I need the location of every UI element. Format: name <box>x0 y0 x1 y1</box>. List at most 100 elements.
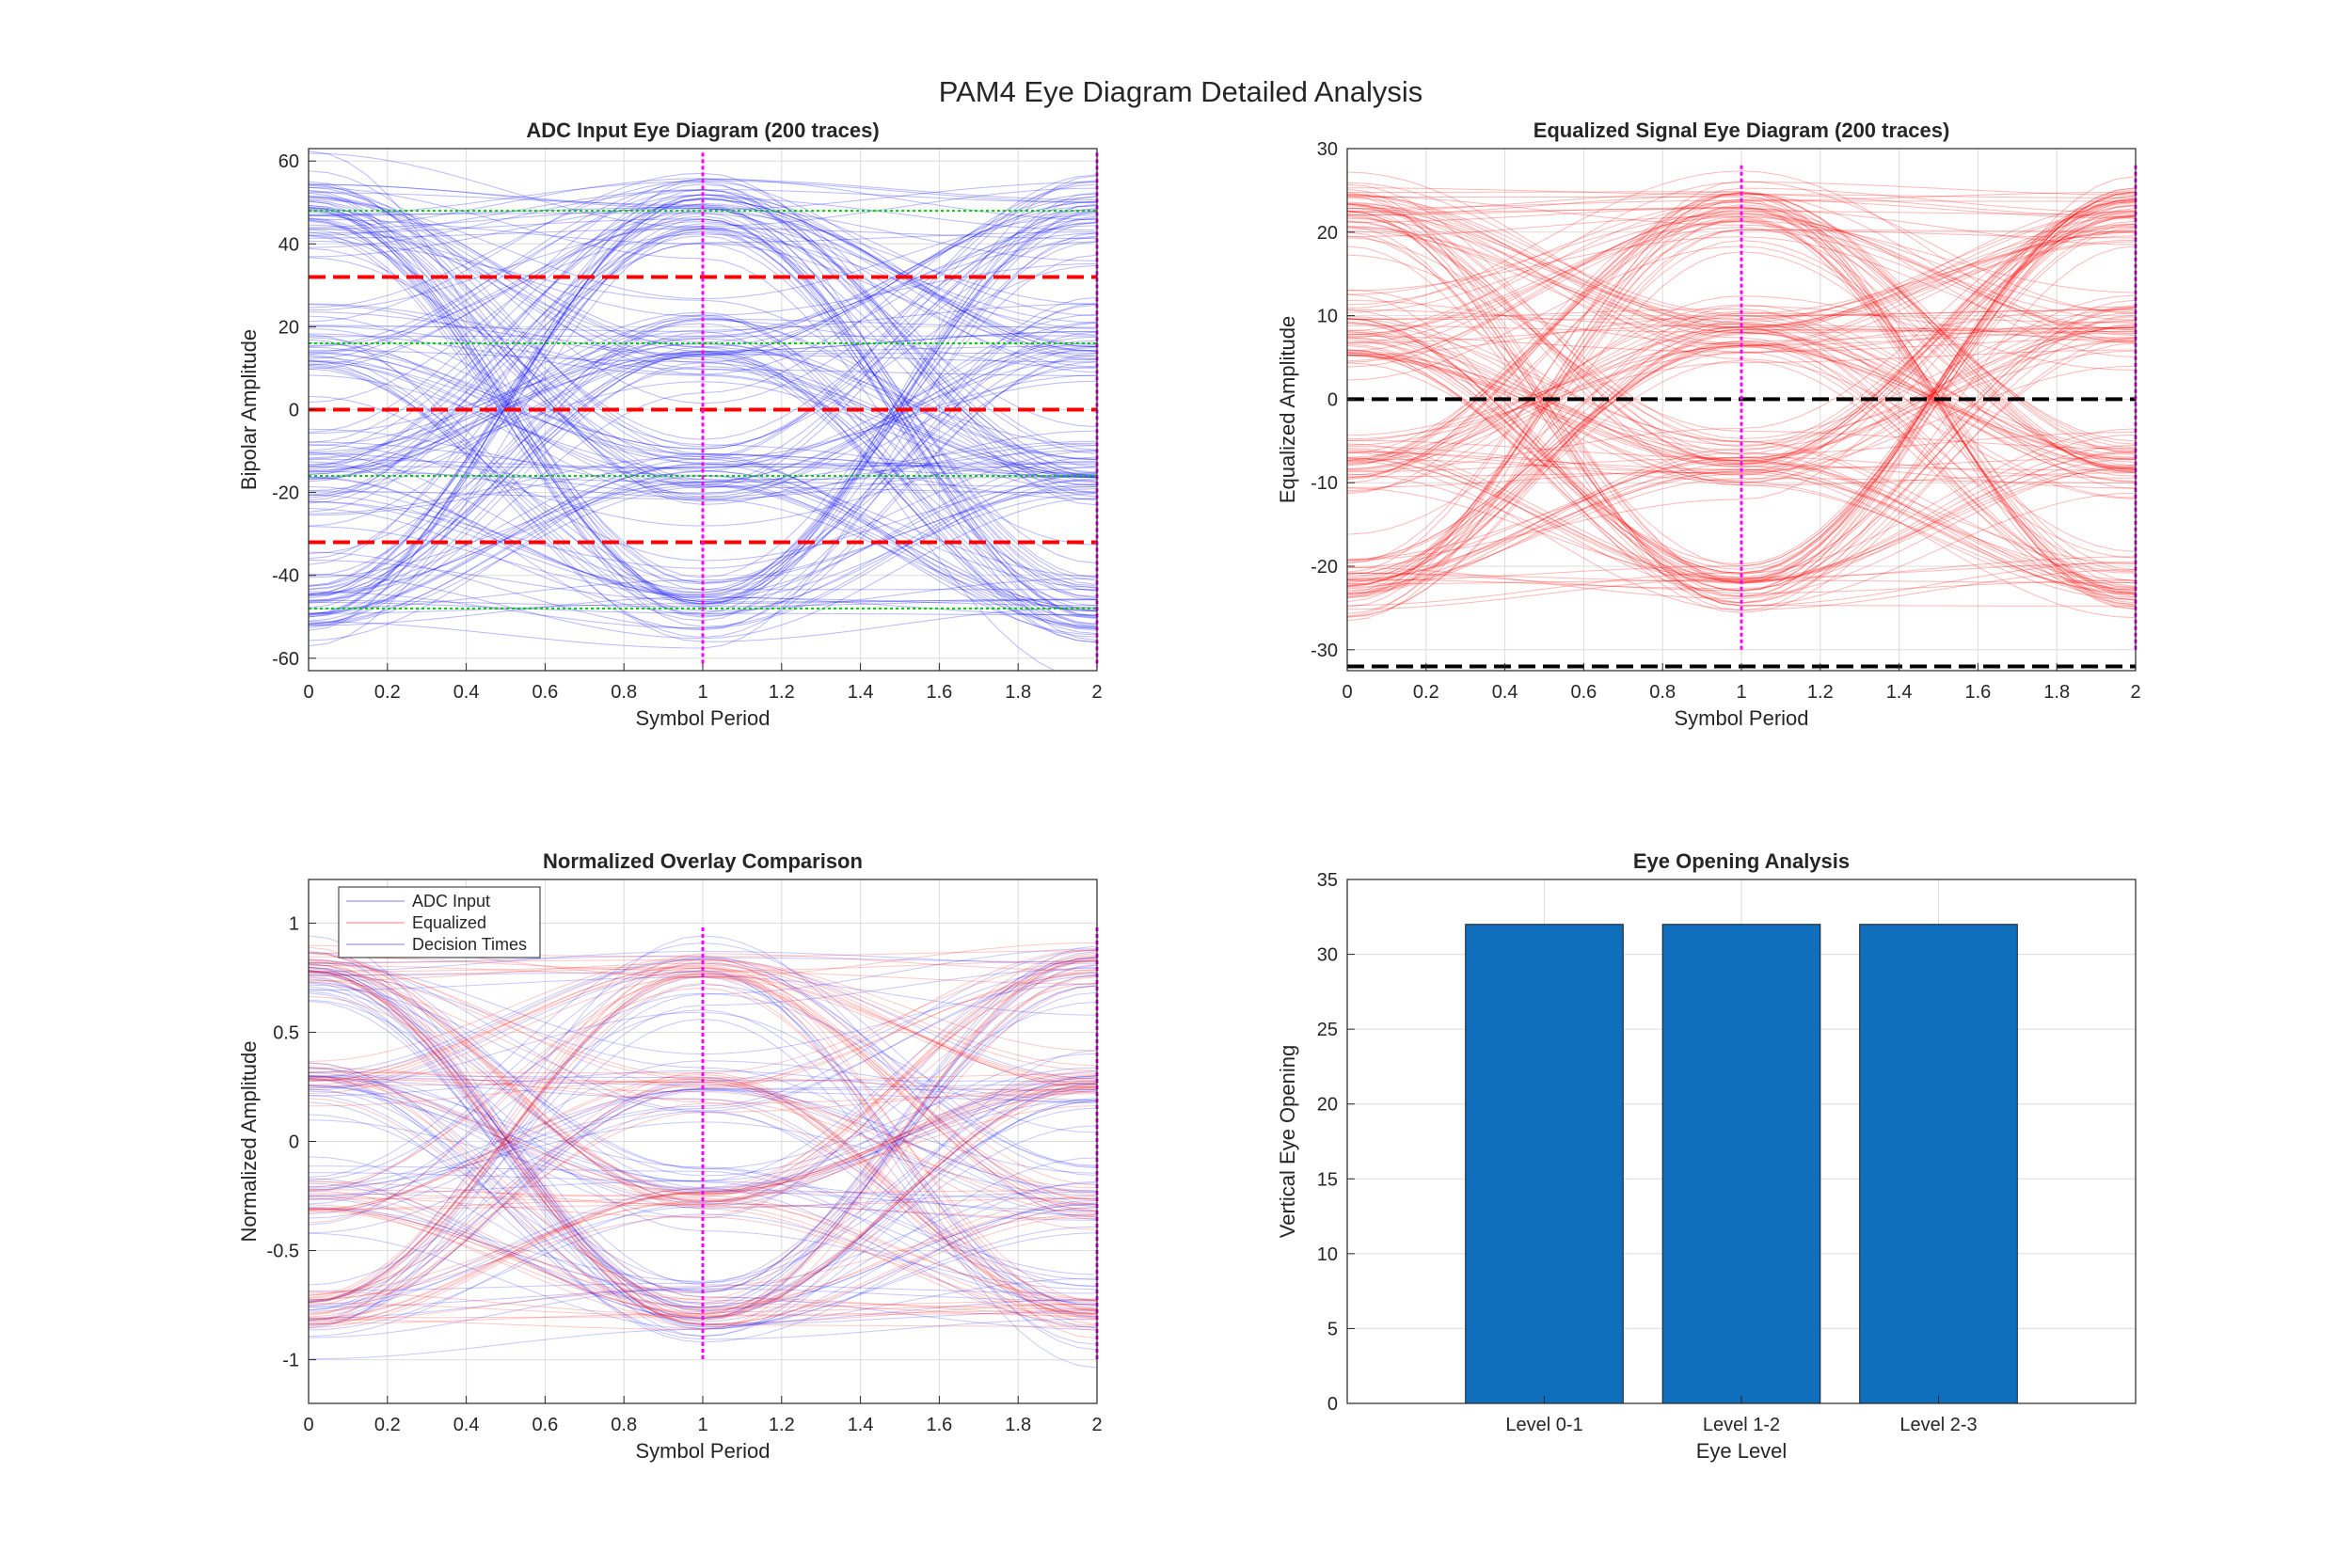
equalized-trace <box>309 1196 1097 1314</box>
y-tick-label: 0 <box>289 401 299 421</box>
eq-trace <box>1347 215 2136 454</box>
adc-trace <box>309 200 1097 488</box>
eq-trace <box>1347 459 2136 581</box>
adc-input-trace <box>309 984 1097 1329</box>
adc-trace <box>309 335 1097 460</box>
x-tick-label: 2 <box>1091 1415 1102 1435</box>
x-category-label: Level 2-3 <box>1899 1415 1977 1435</box>
adc-trace <box>309 217 1097 502</box>
adc-trace <box>309 178 1097 451</box>
x-tick-label: 1.8 <box>2043 682 2070 703</box>
eq-trace <box>1347 309 2136 469</box>
x-tick-label: 0.6 <box>532 682 558 703</box>
eq-trace <box>1347 229 2136 479</box>
equalized-trace <box>309 960 1097 1301</box>
x-tick-label: 0.8 <box>611 682 637 703</box>
adc-input-trace <box>309 974 1097 1308</box>
adc-input-trace <box>309 958 1097 1080</box>
equalized-trace <box>309 973 1097 1224</box>
eq-trace <box>1347 359 2136 594</box>
y-tick-label: -60 <box>272 649 299 670</box>
eq-trace <box>1347 187 2136 581</box>
legend-label: Equalized <box>412 913 486 932</box>
adc-trace <box>309 395 1097 562</box>
x-tick-label: 0.8 <box>611 1415 637 1435</box>
adc-input-trace <box>309 1125 1097 1307</box>
adc-trace <box>309 263 1097 590</box>
adc-trace <box>309 441 1097 588</box>
bar-level-0-1 <box>1465 924 1624 1404</box>
adc-input-trace <box>309 1072 1097 1209</box>
eq-trace <box>1347 214 2136 561</box>
eq-trace <box>1347 241 2136 618</box>
eq-trace <box>1347 226 2136 611</box>
eq-trace <box>1347 194 2136 315</box>
x-tick-label: 0 <box>303 682 313 703</box>
adc-input-trace <box>309 1069 1097 1104</box>
y-tick-label: 25 <box>1317 1020 1338 1040</box>
y-axis-label: Vertical Eye Opening <box>1276 1045 1299 1238</box>
x-tick-label: 0.4 <box>1492 682 1518 703</box>
eq-trace <box>1347 329 2136 584</box>
eq-trace <box>1347 223 2136 455</box>
adc-trace <box>309 220 1097 601</box>
adc-trace <box>309 231 1097 504</box>
eq-trace <box>1347 182 2136 483</box>
equalized-trace <box>309 966 1097 1302</box>
x-category-label: Level 1-2 <box>1703 1415 1780 1435</box>
adc-trace <box>309 349 1097 631</box>
adc-input-trace <box>309 958 1097 1177</box>
x-tick-label: 1.4 <box>1886 682 1913 703</box>
adc-trace <box>309 325 1097 376</box>
x-tick-label: 1.2 <box>1807 682 1834 703</box>
eq-trace <box>1347 487 2136 580</box>
x-tick-label: 0.4 <box>453 1415 480 1435</box>
adc-input-trace <box>309 1226 1097 1330</box>
eq-trace <box>1347 214 2136 567</box>
axes-title: ADC Input Eye Diagram (200 traces) <box>526 119 879 142</box>
y-tick-label: 40 <box>278 234 299 255</box>
equalized-trace <box>309 959 1097 1197</box>
adc-input-trace <box>309 1090 1097 1301</box>
equalized-trace <box>309 959 1097 1089</box>
eq-trace <box>1347 342 2136 586</box>
adc-trace <box>309 209 1097 607</box>
y-tick-label: 10 <box>1317 307 1338 327</box>
legend-label: ADC Input <box>412 892 490 911</box>
normalized-overlay-axes: 0 0.2 0.4 0.6 0.8 1 1.2 1.4 1.6 1.8 2 -1 -0.5 0 0.5 1 No… <box>237 849 1103 1463</box>
x-tick-label: 1.6 <box>926 1415 952 1435</box>
equalized-trace <box>309 954 1097 1294</box>
eq-trace <box>1347 307 2136 610</box>
adc-input-trace <box>309 1001 1097 1204</box>
equalized-trace <box>309 1291 1097 1316</box>
eq-trace <box>1347 226 2136 329</box>
x-tick-label: 1.6 <box>1964 682 1991 703</box>
x-tick-label: 0 <box>1342 682 1352 703</box>
eq-trace <box>1347 227 2136 578</box>
adc-trace <box>309 235 1097 617</box>
legend: ADC Input Equalized Decision Times <box>338 886 541 958</box>
adc-trace <box>309 311 1097 597</box>
adc-trace <box>309 342 1097 479</box>
x-axis-label: Symbol Period <box>635 1439 770 1463</box>
y-tick-label: 10 <box>1317 1244 1338 1265</box>
adc-trace <box>309 228 1097 592</box>
adc-input-trace <box>309 1076 1097 1193</box>
y-tick-label: -20 <box>272 483 299 504</box>
adc-input-trace <box>309 1099 1097 1306</box>
eq-trace <box>1347 211 2136 363</box>
adc-input-trace <box>309 981 1097 1170</box>
adc-trace <box>309 182 1097 595</box>
x-tick-label: 0.2 <box>1413 682 1439 703</box>
eq-trace <box>1347 201 2136 454</box>
eq-trace <box>1347 192 2136 607</box>
eq-trace <box>1347 195 2136 592</box>
adc-trace <box>309 183 1097 636</box>
adc-trace <box>309 211 1097 370</box>
eq-trace <box>1347 210 2136 445</box>
adc-trace <box>309 304 1097 601</box>
equalized-trace <box>309 1076 1097 1321</box>
equalized-trace <box>309 1074 1097 1200</box>
adc-trace <box>309 452 1097 594</box>
